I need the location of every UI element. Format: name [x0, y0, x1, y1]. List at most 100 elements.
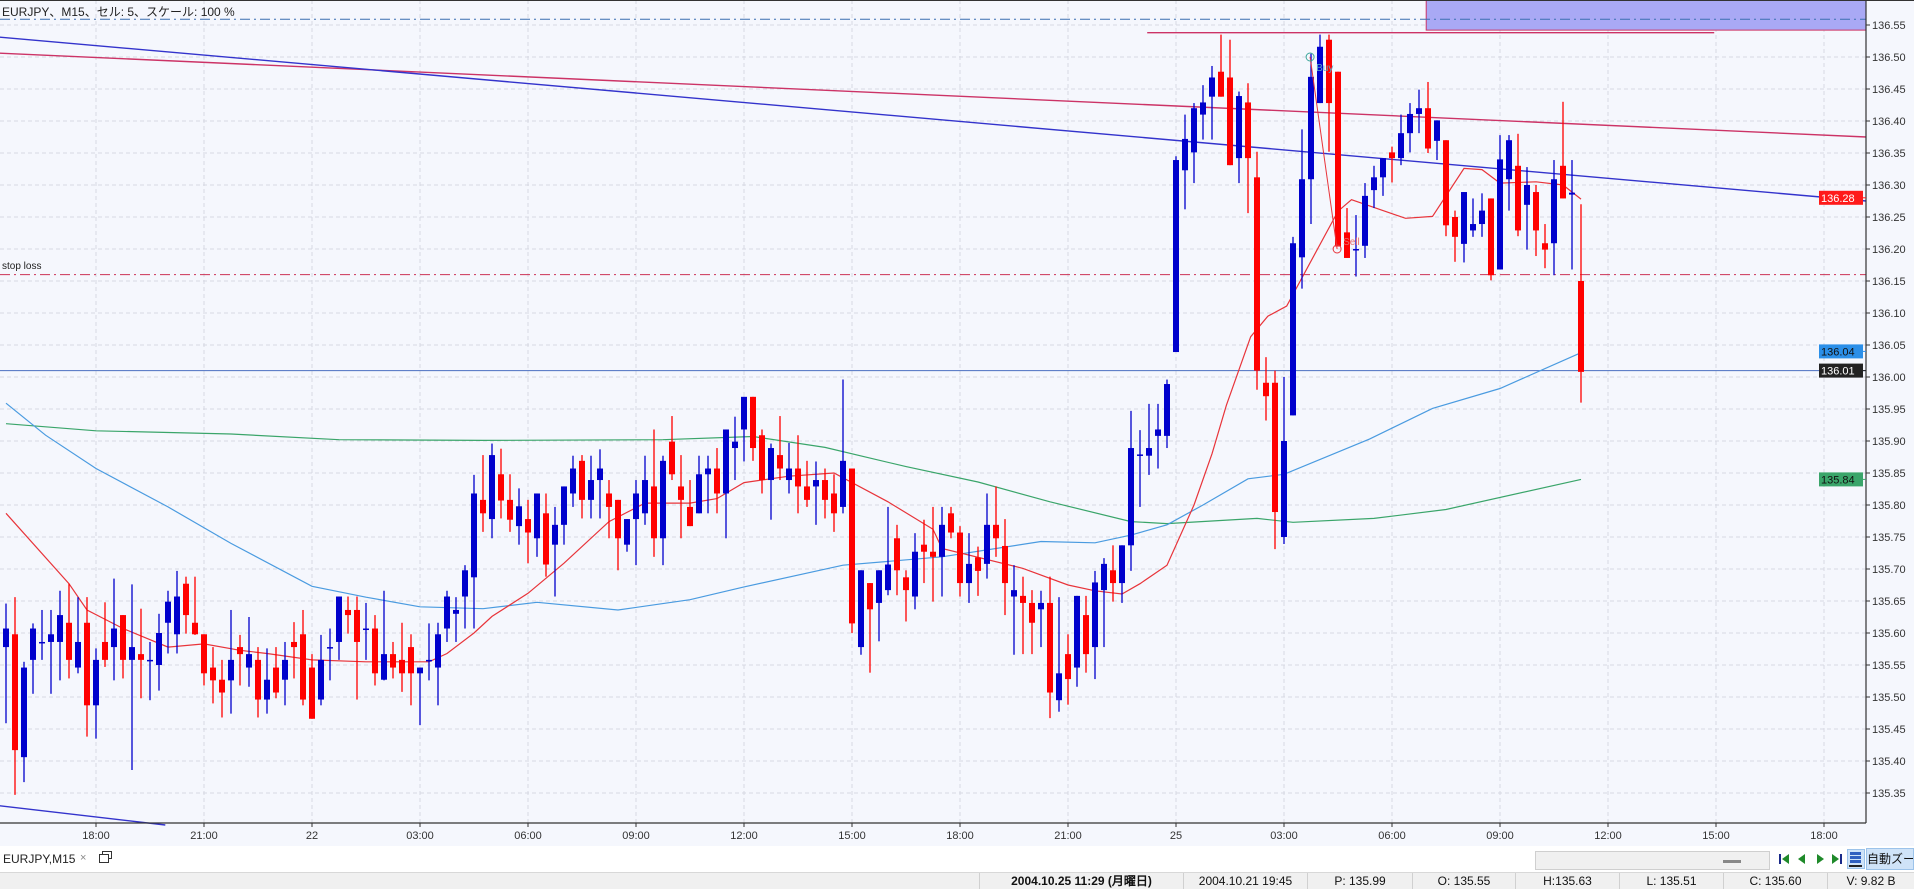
candle-bull: [147, 641, 153, 701]
candle-body: [903, 577, 909, 591]
candle-bear: [1578, 204, 1584, 403]
candle-bull: [1398, 114, 1404, 166]
drawings-front: Buy Sell: [1305, 52, 1360, 254]
candle-body: [552, 524, 558, 545]
candle-bull: [1281, 377, 1287, 545]
candle-bull: [264, 648, 270, 714]
candle-body: [984, 524, 990, 564]
candle-bull: [381, 590, 387, 681]
candle-body: [822, 480, 828, 500]
candle-body: [102, 641, 108, 660]
price-tag-label: 136.04: [1821, 346, 1855, 358]
chart-area[interactable]: Buy Sell 136.55 136.50 136.45 136.40 136.35 13…: [0, 0, 1914, 846]
candle-bull: [1317, 34, 1323, 104]
candle-bear: [543, 493, 549, 577]
candle-bull: [588, 455, 594, 519]
candle-body: [1317, 46, 1323, 104]
candle-bull: [1074, 595, 1080, 687]
candle-bear: [1020, 576, 1026, 655]
candle-bear: [750, 396, 756, 461]
scrollbar-thumb[interactable]: [1723, 860, 1741, 863]
candle-body: [282, 659, 288, 680]
y-tick-label: 135.55: [1872, 660, 1906, 672]
scroll-to-end-icon[interactable]: [1829, 851, 1845, 867]
candle-bear: [822, 468, 828, 519]
x-tick-label: 09:00: [622, 830, 650, 842]
candle-bull: [1164, 379, 1170, 449]
candle-body: [1308, 76, 1314, 180]
candle-body: [1173, 160, 1179, 353]
candle-bear: [804, 460, 810, 507]
chart-scrollbar[interactable]: [1535, 851, 1770, 870]
candle-body: [183, 583, 189, 616]
candle-body: [1119, 545, 1125, 584]
window-restore-icon[interactable]: [99, 851, 112, 863]
stop-loss-label: stop loss: [2, 261, 42, 272]
y-tick-label: 135.90: [1872, 436, 1906, 448]
candle-body: [192, 622, 198, 635]
candle-bear: [831, 474, 837, 532]
scroll-right-icon[interactable]: [1812, 851, 1828, 867]
candle-bull: [489, 443, 495, 539]
candle-body: [1434, 120, 1440, 141]
candle-bear: [903, 570, 909, 622]
chart-layout-icon[interactable]: [1847, 849, 1865, 869]
candle-body: [615, 499, 621, 539]
candle-body: [138, 654, 144, 660]
candle-bull: [1524, 167, 1530, 250]
candle-body: [1488, 198, 1494, 276]
candle-bear: [1326, 34, 1332, 152]
candle-body: [732, 441, 738, 449]
candle-body: [210, 667, 216, 681]
candle-bear: [1245, 83, 1251, 214]
x-tick-label: 03:00: [1270, 830, 1298, 842]
candle-body: [1074, 595, 1080, 668]
tab-eurjpy-m15[interactable]: EURJPY,M15: [3, 852, 76, 866]
candle-bear: [1254, 151, 1260, 390]
candle-body: [444, 596, 450, 629]
candle-bear: [1452, 210, 1458, 262]
candle-body: [930, 551, 936, 557]
candle-body: [1245, 102, 1251, 159]
candle-bear: [210, 647, 216, 704]
tab-close-icon[interactable]: ×: [80, 852, 87, 864]
x-tick-label: 15:00: [1702, 830, 1730, 842]
scroll-to-start-icon[interactable]: [1776, 851, 1792, 867]
scroll-left-icon[interactable]: [1794, 851, 1810, 867]
candle-body: [741, 396, 747, 430]
candle-body: [462, 570, 468, 597]
x-tick-label: 18:00: [1810, 830, 1838, 842]
candle-body: [777, 455, 783, 469]
candle-body: [795, 468, 801, 487]
candle-bull: [786, 442, 792, 494]
axes: 136.55 136.50 136.45 136.40 136.35 136.30 136.…: [0, 0, 1914, 842]
candle-bear: [273, 647, 279, 699]
candle-bull: [840, 379, 846, 514]
candle-body: [1335, 71, 1341, 247]
candle-bear: [993, 486, 999, 557]
chart-header: EURJPY、M15、セル: 5、スケール: 100 %: [2, 5, 235, 19]
trade-line: [1309, 56, 1338, 250]
trendline-blue-low: [0, 805, 166, 826]
candle-body: [1398, 133, 1404, 159]
candle-body: [705, 468, 711, 475]
candle-bear: [498, 448, 504, 519]
candle-bear: [219, 659, 225, 718]
candle-bull: [462, 565, 468, 629]
candle-body: [1470, 224, 1476, 231]
candle-bear: [678, 455, 684, 539]
candle-bull: [1038, 590, 1044, 648]
y-tick-label: 136.05: [1872, 340, 1906, 352]
candle-bull: [129, 584, 135, 770]
candle-bear: [1542, 224, 1548, 269]
candle-bull: [1119, 545, 1125, 603]
candle-body: [534, 493, 540, 539]
candle-bear: [777, 416, 783, 481]
candle-bull: [1092, 570, 1098, 680]
candle-bull: [1416, 89, 1422, 134]
candle-body: [1290, 243, 1296, 416]
candle-bull: [516, 488, 522, 545]
auto-zoom-button[interactable]: 自動ズーム: [1866, 848, 1914, 870]
candle-body: [1200, 102, 1206, 115]
